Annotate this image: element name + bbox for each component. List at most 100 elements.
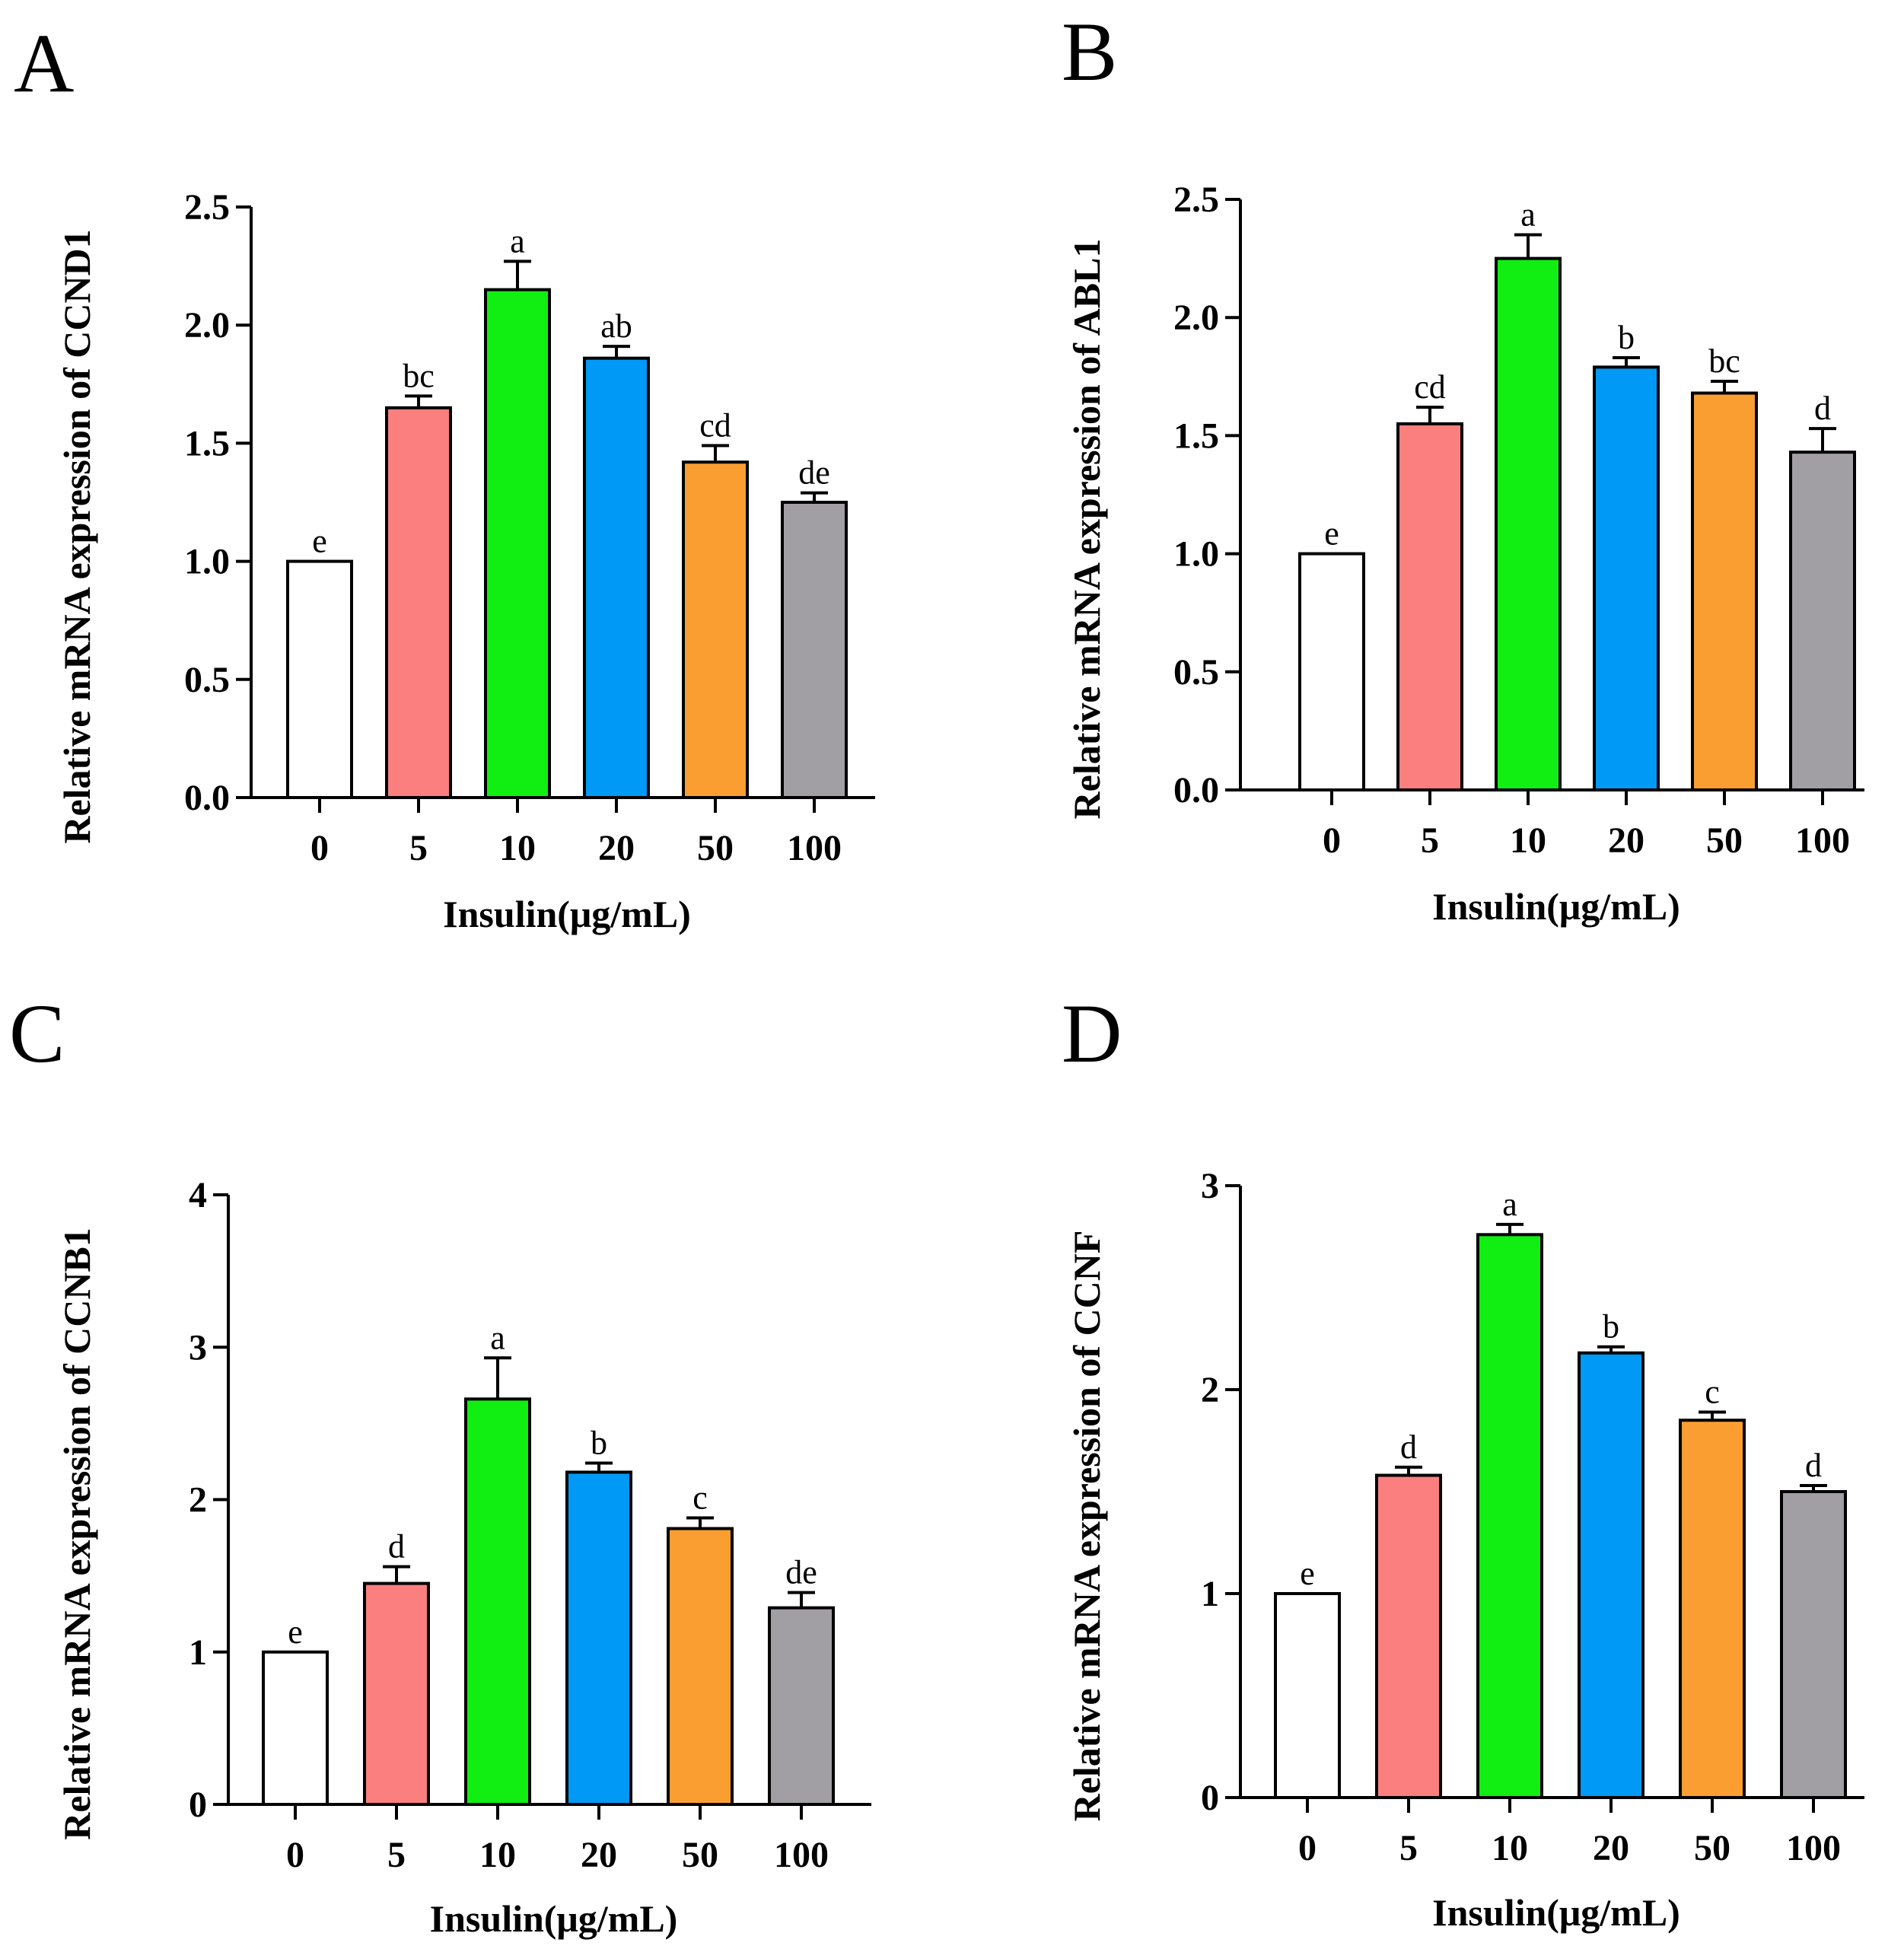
y-tick-label: 0: [1201, 1778, 1219, 1818]
y-tick-label: 1: [1201, 1574, 1219, 1614]
x-tick-label: 0: [310, 828, 329, 868]
y-axis-title: Relative mRNA expression of ABL1: [1065, 239, 1108, 820]
significance-label: d: [1814, 390, 1831, 427]
x-tick-label: 50: [682, 1835, 718, 1875]
bar-50: [1691, 391, 1758, 791]
x-tick-label: 100: [774, 1835, 829, 1875]
x-tick-label: 10: [499, 828, 536, 868]
x-tick-label: 0: [286, 1835, 304, 1875]
significance-label: e: [288, 1613, 303, 1651]
significance-label: d: [1400, 1428, 1417, 1466]
x-tick-label: 5: [1421, 820, 1439, 861]
bar-50: [1679, 1419, 1746, 1799]
y-tick-label: 0.0: [1173, 770, 1219, 810]
panel-letter: A: [14, 17, 74, 110]
significance-label: cd: [1414, 368, 1446, 406]
bar-5: [385, 406, 452, 799]
bar-100: [1789, 451, 1856, 791]
y-tick-label: 1.0: [184, 542, 230, 582]
x-tick-label: 20: [1608, 820, 1645, 861]
bar-20: [1578, 1351, 1645, 1799]
y-tick-label: 4: [189, 1175, 207, 1215]
y-tick-label: 2.0: [1173, 298, 1219, 338]
x-axis-title: Insulin(μg/mL): [1432, 1891, 1680, 1934]
significance-label: d: [388, 1528, 405, 1565]
y-axis-title: Relative mRNA expression of CCND1: [56, 229, 98, 843]
x-tick-label: 10: [1492, 1828, 1528, 1868]
y-tick-label: 1: [189, 1632, 207, 1673]
chart-panel-c: C 0 1 2 3 4 e 0 d 5 a 10 b 20 c 50 de 100 Insulin(μg/mL) Re…: [9, 987, 871, 1940]
significance-label: a: [1520, 196, 1536, 234]
y-axis-title: Relative mRNA expression of CCNF: [1065, 1231, 1108, 1822]
significance-label: de: [798, 454, 830, 492]
significance-label: cd: [699, 407, 731, 444]
significance-label: c: [693, 1479, 708, 1517]
x-tick-label: 10: [479, 1835, 516, 1875]
x-tick-label: 5: [387, 1835, 406, 1875]
x-tick-label: 50: [1694, 1828, 1730, 1868]
bar-5: [1375, 1473, 1442, 1800]
y-tick-label: 1.0: [1173, 534, 1219, 575]
bar-5: [1396, 422, 1463, 791]
x-tick-label: 50: [697, 828, 734, 868]
significance-label: a: [510, 222, 525, 260]
y-axis-title: Relative mRNA expression of CCNB1: [56, 1228, 98, 1840]
bar-50: [667, 1527, 734, 1806]
bar-10: [1476, 1233, 1543, 1799]
significance-label: e: [312, 523, 327, 560]
x-tick-label: 100: [787, 828, 842, 868]
significance-label: e: [1300, 1555, 1315, 1592]
x-tick-label: 0: [1298, 1828, 1317, 1868]
bar-10: [484, 288, 551, 799]
bar-100: [1780, 1490, 1847, 1799]
y-tick-label: 0: [189, 1785, 207, 1825]
bar-0: [262, 1650, 329, 1806]
significance-label: de: [785, 1554, 817, 1591]
x-tick-label: 10: [1510, 820, 1546, 861]
x-axis-title: Insulin(μg/mL): [443, 893, 691, 935]
x-axis-title: Insulin(μg/mL): [1432, 885, 1680, 928]
y-tick-label: 3: [1201, 1166, 1219, 1206]
bar-20: [1593, 365, 1660, 792]
bar-5: [363, 1581, 430, 1806]
significance-label: a: [1502, 1186, 1517, 1223]
y-tick-label: 2.5: [184, 187, 230, 228]
significance-label: d: [1805, 1447, 1822, 1484]
significance-label: b: [1618, 319, 1635, 356]
significance-label: bc: [1708, 342, 1740, 380]
bar-20: [565, 1470, 632, 1806]
chart-panel-d: D 0 1 2 3 e 0 d 5 a 10 b 20 c 50 d 100 Insulin(μg/mL) Rela…: [1062, 987, 1864, 1934]
x-tick-label: 0: [1323, 820, 1341, 861]
x-tick-label: 5: [409, 828, 428, 868]
y-tick-label: 1.5: [184, 423, 230, 463]
y-tick-label: 0.5: [184, 660, 230, 700]
chart-panel-b: B 0.0 0.5 1.0 1.5 2.0 2.5 e 0 cd 5 a 10 b 20 bc 50 d 100 In…: [1062, 5, 1864, 928]
bar-100: [781, 501, 848, 799]
significance-label: b: [591, 1424, 607, 1461]
bar-100: [768, 1606, 835, 1806]
significance-label: ab: [600, 307, 632, 345]
x-tick-label: 100: [1795, 820, 1850, 861]
bar-10: [1495, 256, 1562, 792]
x-tick-label: 100: [1786, 1828, 1841, 1868]
x-tick-label: 20: [1593, 1828, 1629, 1868]
bar-0: [1274, 1592, 1341, 1799]
bar-0: [1298, 552, 1365, 791]
y-tick-label: 2.0: [184, 305, 230, 346]
y-tick-label: 3: [189, 1327, 207, 1368]
y-tick-label: 1.5: [1173, 416, 1219, 456]
bar-0: [286, 559, 353, 799]
bar-50: [682, 460, 749, 799]
y-tick-label: 0.0: [184, 778, 230, 818]
x-tick-label: 5: [1399, 1828, 1418, 1868]
bar-20: [583, 356, 650, 799]
x-axis-title: Insulin(μg/mL): [430, 1897, 678, 1940]
x-tick-label: 50: [1706, 820, 1743, 861]
y-tick-label: 2.5: [1173, 180, 1219, 220]
y-tick-label: 0.5: [1173, 652, 1219, 693]
panel-letter: B: [1062, 5, 1117, 98]
significance-label: b: [1603, 1308, 1619, 1346]
significance-label: e: [1324, 515, 1339, 553]
chart-panel-a: A 0.0 0.5 1.0 1.5 2.0 2.5 e 0 bc 5 a 10 ab 20 cd 50 de 100…: [14, 17, 875, 935]
